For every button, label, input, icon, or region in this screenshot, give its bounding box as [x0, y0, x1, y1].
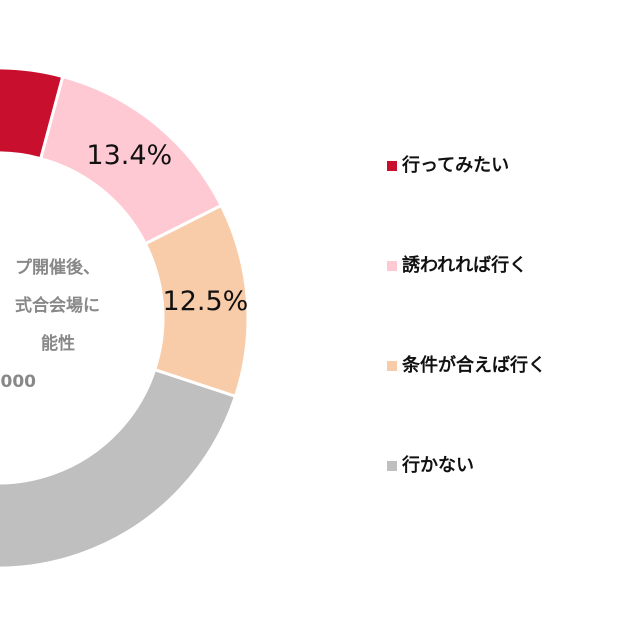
value-label: 12.5% — [163, 286, 249, 317]
legend-label: 行ってみたい — [401, 154, 509, 176]
legend-swatch — [387, 261, 397, 271]
center-text: 能性 — [41, 333, 75, 354]
center-text: 000 — [1, 372, 37, 392]
donut-segment — [0, 367, 238, 570]
legend-label: 条件が合えば行く — [401, 354, 546, 376]
legend-label: 誘われれば行く — [402, 254, 527, 276]
value-label: 13.4% — [86, 140, 172, 171]
center-text: プ開催後、 — [15, 257, 100, 278]
legend-swatch — [387, 461, 397, 471]
legend-swatch — [387, 161, 397, 171]
legend-label: 行かない — [401, 454, 474, 476]
center-text: 式合会場に — [15, 295, 100, 316]
legend-swatch — [387, 361, 397, 371]
